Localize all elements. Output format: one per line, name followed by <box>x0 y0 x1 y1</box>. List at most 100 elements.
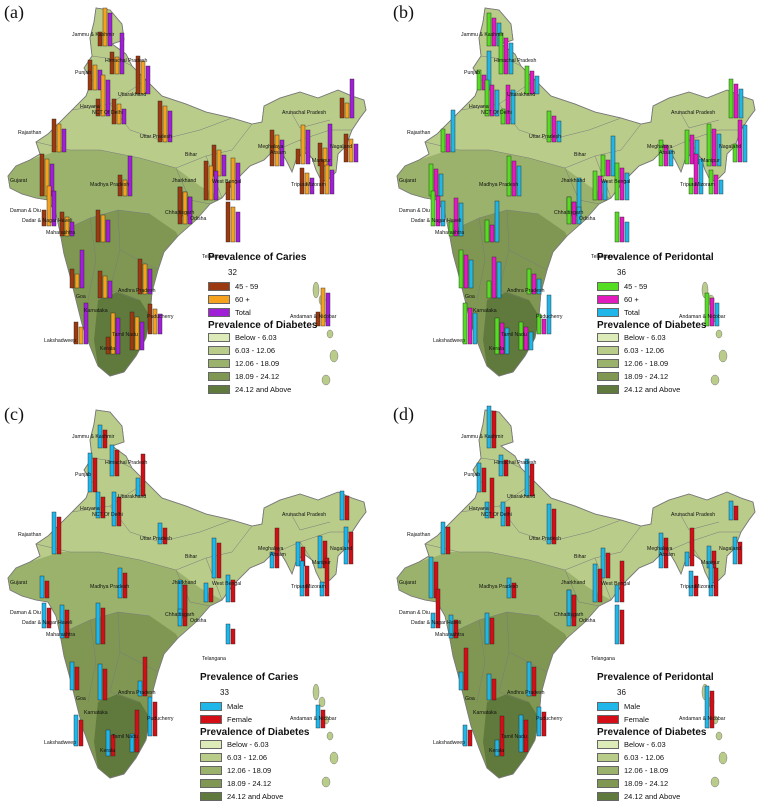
diabetes-class-label: Below - 6.03 <box>227 740 269 749</box>
state-label: Maharashtra <box>46 230 75 236</box>
state-bar <box>541 318 547 335</box>
state-border <box>289 511 331 531</box>
state-bar <box>147 303 153 335</box>
state-bar <box>489 224 495 243</box>
island <box>321 776 331 788</box>
panel-label: (d) <box>393 404 414 424</box>
state-label: NCT Of Delhi <box>481 110 512 116</box>
state-bar <box>95 491 101 519</box>
island <box>312 281 320 299</box>
state-label: Karnataka <box>84 710 108 716</box>
state-bar <box>684 551 690 567</box>
panel-c: Jammu & Kashmir Himachal Pradesh Punjab Utt… <box>0 402 389 804</box>
state-bar <box>462 724 468 747</box>
state-bar <box>453 197 459 237</box>
state-bar <box>105 336 111 355</box>
state-bar <box>531 666 537 697</box>
state-bar <box>489 84 495 117</box>
state-label: Tamil Nadu <box>501 734 527 740</box>
state-bar <box>576 206 582 225</box>
state-border <box>564 569 600 607</box>
state-label: Daman & Diu <box>10 208 41 214</box>
state-label: Assam <box>659 552 675 558</box>
state-bar <box>592 170 598 201</box>
legend-series-1: 45 - 59 <box>597 282 647 291</box>
state-bar <box>528 331 534 351</box>
state-label: Madhya Pradesh <box>479 584 518 590</box>
state-bar <box>117 174 123 197</box>
diabetes-class-label: 12.06 - 18.09 <box>624 359 669 368</box>
legend-sample-value: 36 <box>617 268 626 277</box>
state-bar <box>733 505 739 521</box>
diabetes-class-label: 6.03 - 12.06 <box>624 753 665 762</box>
legend-series-label: 45 - 59 <box>235 282 259 291</box>
state-bar <box>698 158 704 195</box>
state-label: Manipur <box>312 158 331 164</box>
state-label: Goa <box>76 696 86 702</box>
state-bar <box>505 84 511 125</box>
state-bar <box>100 214 106 243</box>
state-bar <box>494 317 500 355</box>
state-label: Karnataka <box>84 308 108 314</box>
state-label: Kerala <box>489 748 504 754</box>
state-bar <box>344 102 350 119</box>
state-bar <box>129 733 135 753</box>
state-bar <box>511 160 517 197</box>
state-bar <box>353 143 359 163</box>
legend-swatch <box>597 385 619 394</box>
state-bar <box>605 552 611 579</box>
state-label: Tripura <box>680 584 696 590</box>
state-bar <box>718 179 724 195</box>
diabetes-class-3: 12.06 - 18.09 <box>597 766 668 775</box>
state-label: Andaman & Nicobar <box>679 314 726 320</box>
legend-swatch <box>200 715 222 724</box>
legend-swatch <box>208 308 230 317</box>
state-label: Gujarat <box>10 580 28 586</box>
state-bar <box>324 557 330 597</box>
state-label: Uttar Pradesh <box>140 536 172 542</box>
legend-series-3: Total <box>208 308 251 317</box>
state-bar <box>516 165 522 197</box>
legend-series-1: Male <box>200 702 243 711</box>
state-label: Manipur <box>701 560 720 566</box>
legend-series-2: Female <box>597 715 649 724</box>
diabetes-class-label: 24.12 and Above <box>624 792 681 801</box>
state-bar <box>491 17 497 47</box>
state-border <box>594 557 612 601</box>
state-label: Meghalaya <box>647 546 672 552</box>
state-bar <box>458 671 464 691</box>
state-label: Jammu & Kashmir <box>72 434 115 440</box>
diabetes-class-3: 12.06 - 18.09 <box>200 766 271 775</box>
state-bar <box>269 551 275 569</box>
state-bar <box>491 678 497 701</box>
state-label: Lakshadweep <box>433 338 465 344</box>
state-label: Tripura <box>291 182 307 188</box>
island <box>718 751 728 765</box>
state-bar <box>614 162 620 201</box>
state-border <box>271 129 352 153</box>
state-border <box>498 289 528 301</box>
india-map: Jammu & Kashmir Himachal Pradesh Punjab Utt… <box>7 7 367 386</box>
state-label: Daman & Diu <box>399 208 430 214</box>
state-bar <box>551 115 557 143</box>
diabetes-class-4: 18.09 - 24.12 <box>208 372 279 381</box>
state-bar <box>688 177 694 195</box>
legend-swatch <box>208 385 230 394</box>
island <box>312 683 320 701</box>
state-bar <box>506 155 512 197</box>
legend-series-2: 60 + <box>208 295 250 304</box>
state-bar <box>503 37 509 75</box>
diabetes-class-5: 24.12 and Above <box>597 792 680 801</box>
state-border <box>678 109 720 129</box>
legend-swatch <box>597 359 619 368</box>
state-bar <box>440 521 446 555</box>
state-bar <box>445 133 451 153</box>
state-label: Punjab <box>75 70 91 76</box>
legend-series-label: 60 + <box>624 295 639 304</box>
state-bar <box>663 537 669 569</box>
state-label: Meghalaya <box>647 144 672 150</box>
diabetes-class-label: Below - 6.03 <box>235 333 277 342</box>
state-label: Manipur <box>312 560 331 566</box>
state-bar <box>476 462 482 493</box>
island <box>718 349 728 363</box>
